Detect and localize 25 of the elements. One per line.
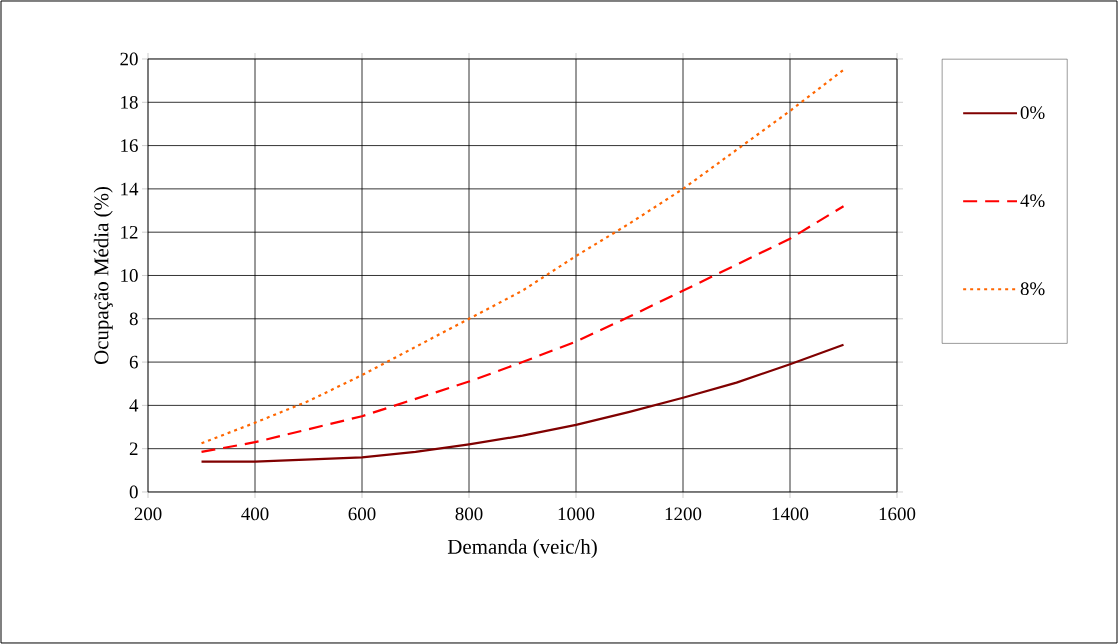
x-tick-label: 1400 [772,507,809,521]
y-tick-label: 10 [121,269,138,282]
y-tick-label: 2 [129,442,138,455]
y-tick-label: 16 [121,139,138,152]
x-tick-label: 600 [348,507,376,521]
x-tick-label: 1600 [879,507,916,521]
legend-label: 0% [1020,106,1045,120]
x-tick-label: 400 [241,507,269,521]
line-series [200,68,845,445]
y-tick-label: 12 [121,225,138,239]
x-tick-label: 200 [134,507,162,521]
y-tick-label: 14 [121,182,139,196]
y-tick-label: 6 [129,355,138,369]
legend-label: 8% [1020,282,1045,296]
x-tick-label: 800 [455,507,483,521]
x-tick-label: 1200 [665,507,702,521]
y-axis-title: Ocupação Média (%) [93,186,113,365]
legend-label: 4% [1020,194,1045,208]
x-axis-title: Demanda (veic/h) [447,539,597,559]
y-tick-label: 20 [120,52,138,66]
y-tick-label: 18 [121,95,138,109]
y-tick-label: 4 [129,399,139,412]
x-tick-label: 1000 [558,507,595,521]
y-tick-label: 0 [129,485,138,499]
y-tick-label: 8 [129,312,138,326]
